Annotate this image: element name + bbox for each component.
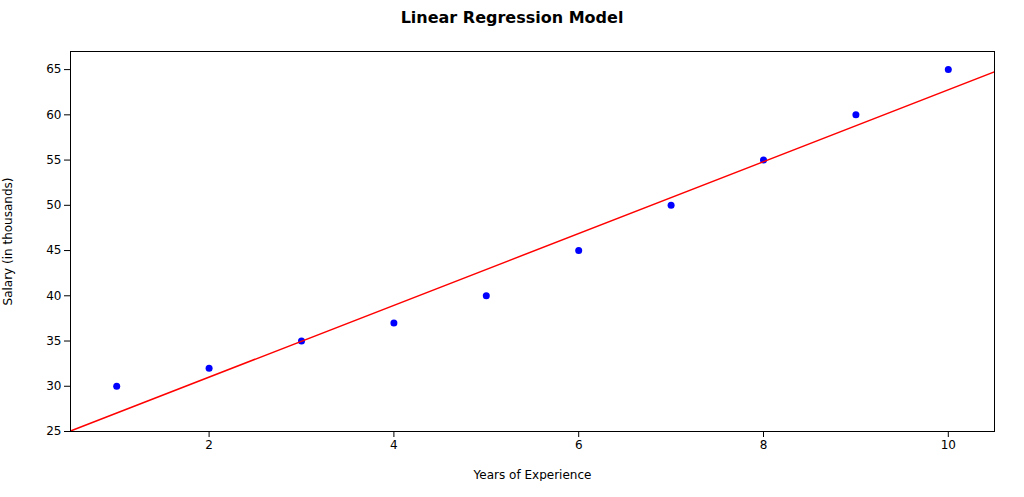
svg-text:30: 30 (46, 379, 61, 393)
svg-text:4: 4 (390, 438, 398, 452)
svg-text:2: 2 (205, 438, 213, 452)
svg-text:Years of Experience: Years of Experience (473, 468, 592, 482)
svg-text:65: 65 (46, 62, 61, 76)
svg-text:60: 60 (46, 108, 61, 122)
svg-text:8: 8 (760, 438, 768, 452)
svg-text:6: 6 (575, 438, 583, 452)
svg-text:55: 55 (46, 153, 61, 167)
svg-text:Salary (in thousands): Salary (in thousands) (1, 178, 15, 306)
svg-text:25: 25 (46, 424, 61, 438)
svg-text:35: 35 (46, 334, 61, 348)
svg-text:40: 40 (46, 289, 61, 303)
svg-text:50: 50 (46, 198, 61, 212)
svg-text:45: 45 (46, 243, 61, 257)
html-text:Linear Regression Model: Linear Regression Model (400, 8, 624, 27)
svg-text:10: 10 (941, 438, 956, 452)
